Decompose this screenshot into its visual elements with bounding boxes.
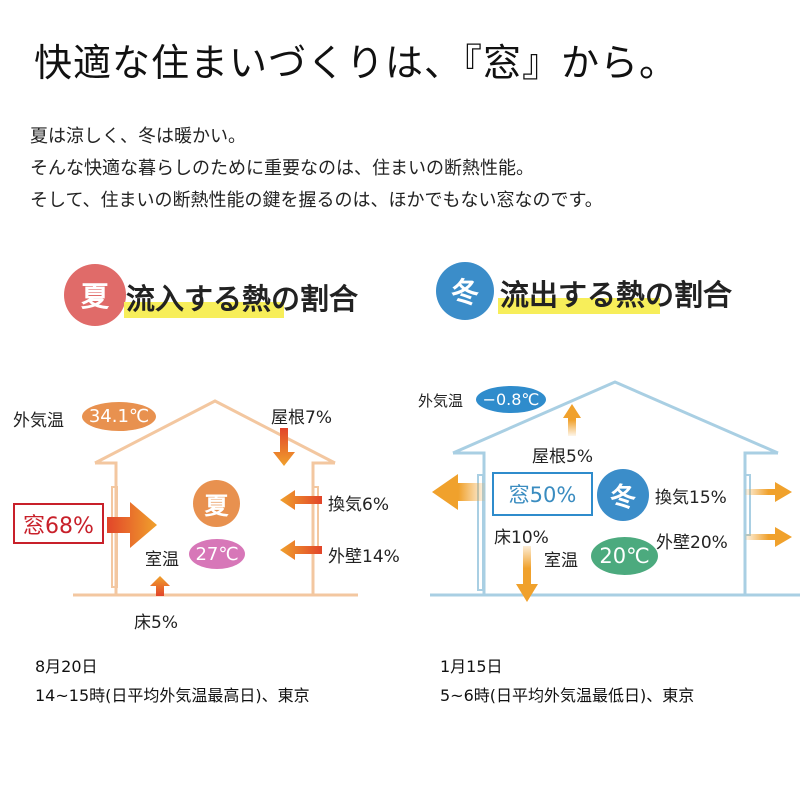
winter-roof-label: 屋根5% — [532, 447, 593, 467]
summer-room-temp: 27℃ — [189, 539, 245, 569]
intro-line: そして、住まいの断熱性能の鍵を握るのは、ほかでもない窓なのです。 — [30, 190, 603, 211]
winter-note: 5~6時(日平均外気温最低日)、東京 — [440, 686, 695, 705]
winter-outdoor-label: 外気温 — [418, 392, 464, 410]
intro-line: そんな快適な暮らしのために重要なのは、住まいの断熱性能。 — [30, 158, 534, 179]
summer-window-label: 窓68% — [13, 503, 104, 544]
summer-outdoor-label: 外気温 — [13, 411, 64, 431]
winter-date: 1月15日 — [440, 657, 503, 676]
summer-window-arrow — [107, 502, 157, 548]
winter-badge: 冬 — [436, 262, 494, 320]
winter-window-label: 窓50% — [492, 472, 593, 516]
winter-house-badge: 冬 — [597, 469, 649, 521]
summer-ventilation-arrow — [280, 490, 322, 510]
winter-room-label: 室温 — [544, 551, 578, 571]
winter-highlight — [498, 298, 660, 314]
summer-floor-arrow — [150, 576, 170, 596]
summer-room-label: 室温 — [145, 550, 179, 570]
winter-wall-arrow — [745, 527, 792, 547]
summer-floor-label: 床5% — [134, 613, 178, 633]
winter-window-arrow — [432, 474, 485, 510]
page-title: 快適な住まいづくりは、『窓』から。 — [34, 41, 679, 85]
summer-roof-arrow — [273, 428, 295, 466]
winter-house-outline — [430, 380, 800, 597]
summer-wall-arrow — [280, 540, 322, 560]
winter-roof-arrow — [563, 404, 581, 436]
summer-roof-label: 屋根7% — [271, 408, 332, 428]
summer-outdoor-temp: 34.1℃ — [82, 402, 156, 431]
winter-heading: 流出する熱の割合 — [500, 278, 733, 312]
winter-ventilation-arrow — [745, 482, 792, 502]
summer-badge: 夏 — [64, 264, 126, 326]
winter-floor-label: 床10% — [494, 528, 549, 548]
summer-date: 8月20日 — [35, 657, 98, 676]
winter-wall-label: 外壁20% — [656, 533, 728, 553]
summer-ventilation-label: 換気6% — [328, 495, 389, 515]
summer-house-outline — [73, 399, 358, 597]
intro-line: 夏は涼しく、冬は暖かい。 — [30, 126, 246, 147]
summer-house-badge: 夏 — [193, 480, 240, 527]
winter-floor-arrow — [516, 546, 538, 602]
summer-note: 14~15時(日平均外気温最高日)、東京 — [35, 686, 310, 705]
winter-room-temp: 20℃ — [591, 537, 658, 575]
summer-heading: 流入する熱の割合 — [126, 282, 359, 316]
winter-outdoor-temp: −0.8℃ — [476, 386, 546, 413]
summer-highlight — [124, 302, 284, 318]
winter-ventilation-label: 換気15% — [655, 488, 727, 508]
summer-wall-label: 外壁14% — [328, 547, 400, 567]
